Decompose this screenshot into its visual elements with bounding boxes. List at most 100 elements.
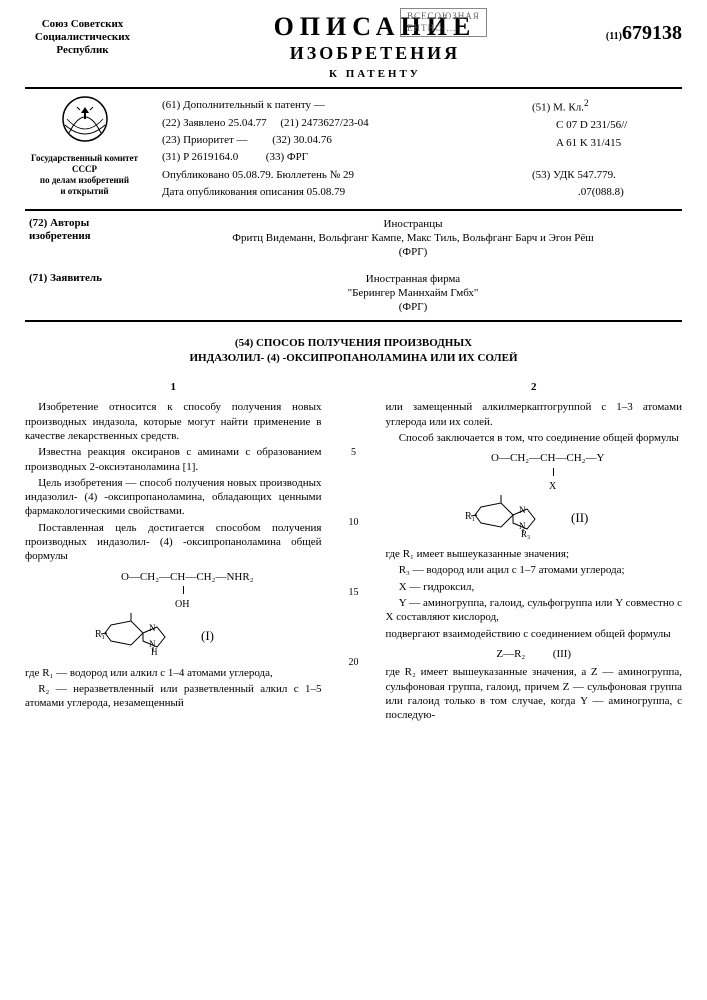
field-23: (23) Приоритет — (32) 30.04.76 <box>162 133 516 147</box>
applicant-foreign: Иностранная фирма <box>154 272 672 286</box>
doc-number: (11)679138 <box>600 10 682 46</box>
field-pubdate: Дата опубликования описания 05.08.79 <box>162 185 516 199</box>
field-31: (31) P 2619164.0 (33) ФРГ <box>162 150 516 164</box>
authors-foreign: Иностранцы <box>154 217 672 231</box>
formula-1: O—CH₂—CH—CH₂—NHR₂ OH R₁ N <box>25 570 322 662</box>
authors-country: (ФРГ) <box>154 245 672 259</box>
stamp: ВСЕСОЮЗНАЯ ЕНТНО-... <box>400 8 487 37</box>
formula-2: O—CH₂—CH—CH₂—Y X R₁ N N <box>386 451 683 543</box>
formula-3: Z—R₂ (III) <box>386 647 683 661</box>
formula2-x: X <box>549 480 604 493</box>
committee-line: Государственный комитет <box>27 153 142 164</box>
biblio-mid: (61) Дополнительный к патенту — (22) Зая… <box>144 89 526 208</box>
field-53: (53) УДК 547.779. <box>532 168 682 182</box>
col2-number: 2 <box>386 380 683 394</box>
title-54-line2: ИНДАЗОЛИЛ- (4) -ОКСИПРОПАНОЛАМИНА ИЛИ ИХ… <box>189 352 517 364</box>
indazole-ring-icon: R₁ N N R₃ <box>463 493 541 543</box>
applicant-body: Иностранная фирма "Берингер Маннхайм Гмб… <box>144 272 682 315</box>
doc-prefix: (11) <box>606 31 622 42</box>
field-21-appnum: (21) 2473627/23-04 <box>280 117 368 129</box>
lineno: 10 <box>346 516 362 529</box>
invention-title: (54) СПОСОБ ПОЛУЧЕНИЯ ПРОИЗВОДНЫХ ИНДАЗО… <box>25 336 682 366</box>
stamp-line: ВСЕСОЮЗНАЯ <box>407 11 480 23</box>
col1-p5a: где R₁ — водород или алкил с 1–4 атомами… <box>25 666 322 680</box>
col1-p5b: R₂ — неразветвленный или разветвленный а… <box>25 682 322 711</box>
biblio-right: (51) М. Кл.2 C 07 D 231/56// A 61 K 31/4… <box>526 89 682 208</box>
column-2: 2 или замещенный алкилмеркаптогруппой с … <box>386 380 683 724</box>
title-54-num: (54) <box>235 337 253 349</box>
col1-p4: Поставленная цель достигается способом п… <box>25 521 322 564</box>
formula2-chain: O—CH₂—CH—CH₂—Y <box>491 451 604 465</box>
col2-p3c: X — гидроксил, <box>386 580 683 594</box>
formula1-oh: OH <box>175 598 254 611</box>
field-22: (22) Заявлено 25.04.77 (21) 2473627/23-0… <box>162 116 516 130</box>
col2-p2: Способ заключается в том, что соединение… <box>386 431 683 445</box>
field-61: (61) Дополнительный к патенту — <box>162 98 516 112</box>
field-22-filed: (22) Заявлено 25.04.77 <box>162 117 267 129</box>
field-published: Опубликовано 05.08.79. Бюллетень № 29 <box>162 168 516 182</box>
authors-body: Иностранцы Фритц Видеманн, Вольфганг Кам… <box>144 217 682 260</box>
applicant-row: (71) Заявитель Иностранная фирма "Беринг… <box>25 266 682 323</box>
field-51-class2: A 61 K 31/415 <box>532 136 682 150</box>
formula3-expr: Z—R₂ <box>496 648 525 660</box>
committee-line: и открытий <box>27 186 142 197</box>
col2-p1: или замещенный алкилмеркаптогруппой с 1–… <box>386 400 683 429</box>
doc-number-value: 679138 <box>622 22 682 44</box>
col2-p3d: Y — аминогруппа, галоид, сульфогруппа ил… <box>386 596 683 625</box>
col2-p5: где R₂ имеет вышеуказанные значения, а Z… <box>386 665 683 722</box>
applicant-name: "Берингер Маннхайм Гмбх" <box>154 286 672 300</box>
field-51-sup: 2 <box>584 98 589 108</box>
field-23-priority: (23) Приоритет — <box>162 134 248 146</box>
svg-text:R₃: R₃ <box>521 529 530 539</box>
lineno: 5 <box>346 446 362 459</box>
committee-line: по делам изобретений <box>27 175 142 186</box>
biblio: Государственный комитет СССР по делам из… <box>25 89 682 210</box>
field-31-num: (31) P 2619164.0 <box>162 151 238 163</box>
formula1-chain: O—CH₂—CH—CH₂—NHR₂ <box>121 570 254 584</box>
title-54-line1: СПОСОБ ПОЛУЧЕНИЯ ПРОИЗВОДНЫХ <box>256 337 472 349</box>
applicant-label: (71) Заявитель <box>25 272 144 315</box>
col1-p2: Известна реакция оксиранов с аминами с о… <box>25 445 322 474</box>
column-1: 1 Изобретение относится к способу получе… <box>25 380 322 724</box>
authors-label: (72) Авторы изобретения <box>25 217 144 260</box>
patent-page: ВСЕСОЮЗНАЯ ЕНТНО-... Союз Советских Соци… <box>0 0 707 744</box>
title-patent: К ПАТЕНТУ <box>150 67 600 81</box>
title-sub: ИЗОБРЕТЕНИЯ <box>150 42 600 65</box>
issuer-org: Союз Советских Социалистических Республи… <box>25 10 140 58</box>
authors-names: Фритц Видеманн, Вольфганг Кампе, Макс Ти… <box>154 231 672 245</box>
svg-text:H: H <box>151 647 158 657</box>
svg-text:R₁: R₁ <box>95 629 105 640</box>
lineno: 15 <box>346 586 362 599</box>
field-53b: .07(088.8) <box>532 185 682 199</box>
field-51: (51) М. Кл.2 <box>532 98 682 115</box>
title-main: ОПИСАНИЕ <box>150 10 600 44</box>
col2-p3: где R₁ имеет вышеуказанные значения; <box>386 547 683 561</box>
formula2-label: (II) <box>571 510 588 527</box>
col2-p3b: R₃ — водород или ацил с 1–7 атомами угле… <box>386 563 683 577</box>
col1-number: 1 <box>25 380 322 394</box>
svg-text:N: N <box>519 505 526 515</box>
lineno: 20 <box>346 656 362 669</box>
svg-text:R₁: R₁ <box>465 511 475 522</box>
field-32: (32) 30.04.76 <box>272 134 332 146</box>
applicant-country: (ФРГ) <box>154 300 672 314</box>
svg-text:N: N <box>149 623 156 633</box>
indazole-ring-icon: R₁ N N H <box>93 611 171 661</box>
col1-p1: Изобретение относится к способу получени… <box>25 400 322 443</box>
header: Союз Советских Социалистических Республи… <box>25 10 682 89</box>
field-51-label: (51) М. Кл. <box>532 102 584 114</box>
title-block: ОПИСАНИЕ ИЗОБРЕТЕНИЯ К ПАТЕНТУ <box>140 10 600 81</box>
col1-p3: Цель изобретения — способ получения новы… <box>25 476 322 519</box>
field-33: (33) ФРГ <box>266 151 308 163</box>
stamp-line: ЕНТНО-... <box>407 23 480 35</box>
line-number-gutter: 5 10 15 20 <box>346 380 362 724</box>
field-51-class1: C 07 D 231/56// <box>532 118 682 132</box>
state-emblem-icon <box>57 93 113 145</box>
body-columns: 1 Изобретение относится к способу получе… <box>25 380 682 724</box>
committee-block: Государственный комитет СССР по делам из… <box>25 89 144 208</box>
formula1-label: (I) <box>201 628 214 645</box>
col2-p4: подвергают взаимодействию с соединением … <box>386 627 683 641</box>
authors-row: (72) Авторы изобретения Иностранцы Фритц… <box>25 211 682 266</box>
formula3-label: (III) <box>553 648 571 660</box>
committee-line: СССР <box>27 164 142 175</box>
